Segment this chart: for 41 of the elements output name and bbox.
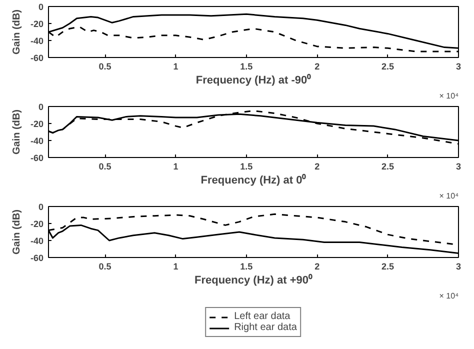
y-axis-title: Gain (dB) xyxy=(11,10,22,54)
y-tick-label: 0 xyxy=(38,2,44,12)
y-tick-label: -60 xyxy=(30,53,44,63)
y-tick-label: -20 xyxy=(30,19,44,29)
y-tick-label: -40 xyxy=(30,36,44,46)
legend-label: Right ear data xyxy=(234,322,297,333)
x-tick-label: 2 xyxy=(314,262,320,272)
text: × 10⁴ xyxy=(439,192,460,200)
y-tick-label: -20 xyxy=(30,119,44,129)
y-tick-label: 0 xyxy=(38,202,44,212)
x-axis-title: Frequency (Hz) at +90⁰ xyxy=(194,274,313,286)
x-axis-title: Frequency (Hz) at -90⁰ xyxy=(196,74,312,86)
x-tick-label: 2.5 xyxy=(382,262,394,272)
x-tick-label: 3 xyxy=(456,162,462,172)
x-tick-label: 1.5 xyxy=(240,162,253,172)
y-axis-title: Gain (dB) xyxy=(11,110,22,154)
x-tick-label: 1 xyxy=(173,62,178,72)
x-tick-label: 0.5 xyxy=(98,62,112,72)
text: × 10⁴ xyxy=(439,92,460,100)
y-tick-label: -40 xyxy=(30,236,44,246)
x-tick-label: 0.5 xyxy=(98,262,112,272)
x-tick-label: 2 xyxy=(314,162,320,172)
y-tick-label: -40 xyxy=(30,136,44,146)
y-tick-label: -60 xyxy=(30,153,44,163)
y-tick-label: 0 xyxy=(38,102,44,112)
x-tick-label: 2 xyxy=(314,62,320,72)
x-tick-label: 2.5 xyxy=(382,162,394,172)
x-axis-title: Frequency (Hz) at 0⁰ xyxy=(200,174,306,186)
x-tick-label: 0.5 xyxy=(98,162,112,172)
legend-label: Left ear data xyxy=(234,311,290,322)
y-tick-label: -20 xyxy=(30,219,44,229)
x-tick-label: 1.5 xyxy=(240,62,253,72)
x-tick-label: 1.5 xyxy=(240,262,253,272)
x-tick-label: 3 xyxy=(456,62,462,72)
x-tick-label: 1 xyxy=(173,162,178,172)
text: × 10⁴ xyxy=(439,292,460,300)
x-tick-label: 3 xyxy=(456,262,462,272)
y-axis-title: Gain (dB) xyxy=(11,210,22,254)
y-tick-label: -60 xyxy=(30,253,44,263)
x-tick-label: 1 xyxy=(173,262,178,272)
x-tick-label: 2.5 xyxy=(382,62,394,72)
